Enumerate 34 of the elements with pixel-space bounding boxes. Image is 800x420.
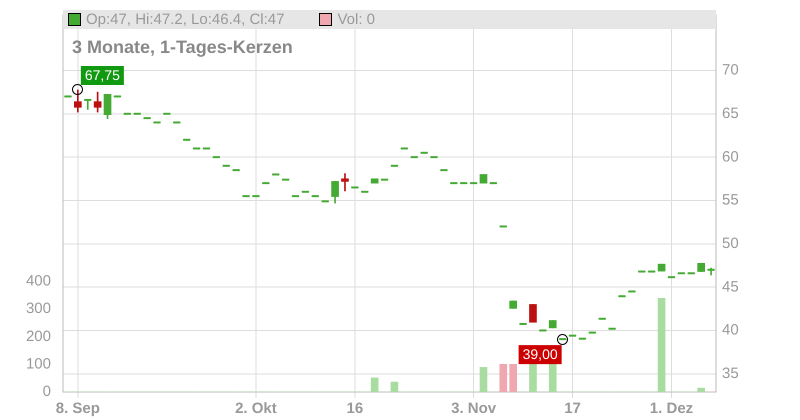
- y-tick-label: 45: [722, 278, 739, 296]
- x-tick-label: 2. Okt: [235, 400, 277, 418]
- annotation: Op:47, Hi:47.2, Lo:46.4, Cl:47: [85, 11, 284, 28]
- candlestick: [341, 173, 349, 192]
- x-tick-label: 17: [564, 400, 581, 418]
- x-tick-label: 1. Dez: [650, 400, 694, 418]
- y-tick-label: 40: [722, 322, 739, 339]
- x-tick-label: 16: [346, 400, 364, 418]
- bar: [370, 378, 378, 392]
- annotation: 67,75: [84, 66, 120, 83]
- annotation: 39,00: [522, 346, 558, 362]
- y-tick-label: 65: [722, 104, 739, 122]
- y2-tick-label: 400: [26, 272, 51, 290]
- y-tick-label: 70: [722, 62, 739, 79]
- bar: [390, 382, 398, 392]
- bar: [529, 364, 537, 392]
- y-tick-label: 35: [722, 364, 739, 382]
- bar: [548, 364, 557, 392]
- y2-tick-label: 0: [42, 383, 51, 400]
- x-tick-label: 8. Sep: [56, 400, 100, 418]
- bar: [697, 388, 705, 392]
- x-tick-label: 3. Nov: [451, 400, 497, 418]
- y-tick-label: 50: [722, 234, 739, 252]
- y2-tick-label: 200: [26, 328, 51, 345]
- y-tick-label: 60: [722, 148, 739, 166]
- bar: [509, 364, 518, 392]
- y-tick-label: 55: [722, 192, 739, 209]
- bar: [499, 364, 508, 392]
- y2-tick-label: 100: [26, 356, 51, 372]
- bar: [480, 367, 488, 392]
- bar: [658, 298, 666, 392]
- y2-tick-label: 300: [26, 300, 51, 318]
- annotation: Vol: 0: [336, 11, 375, 28]
- text: 3 Monate, 1-Tages-Kerzen: [72, 37, 293, 58]
